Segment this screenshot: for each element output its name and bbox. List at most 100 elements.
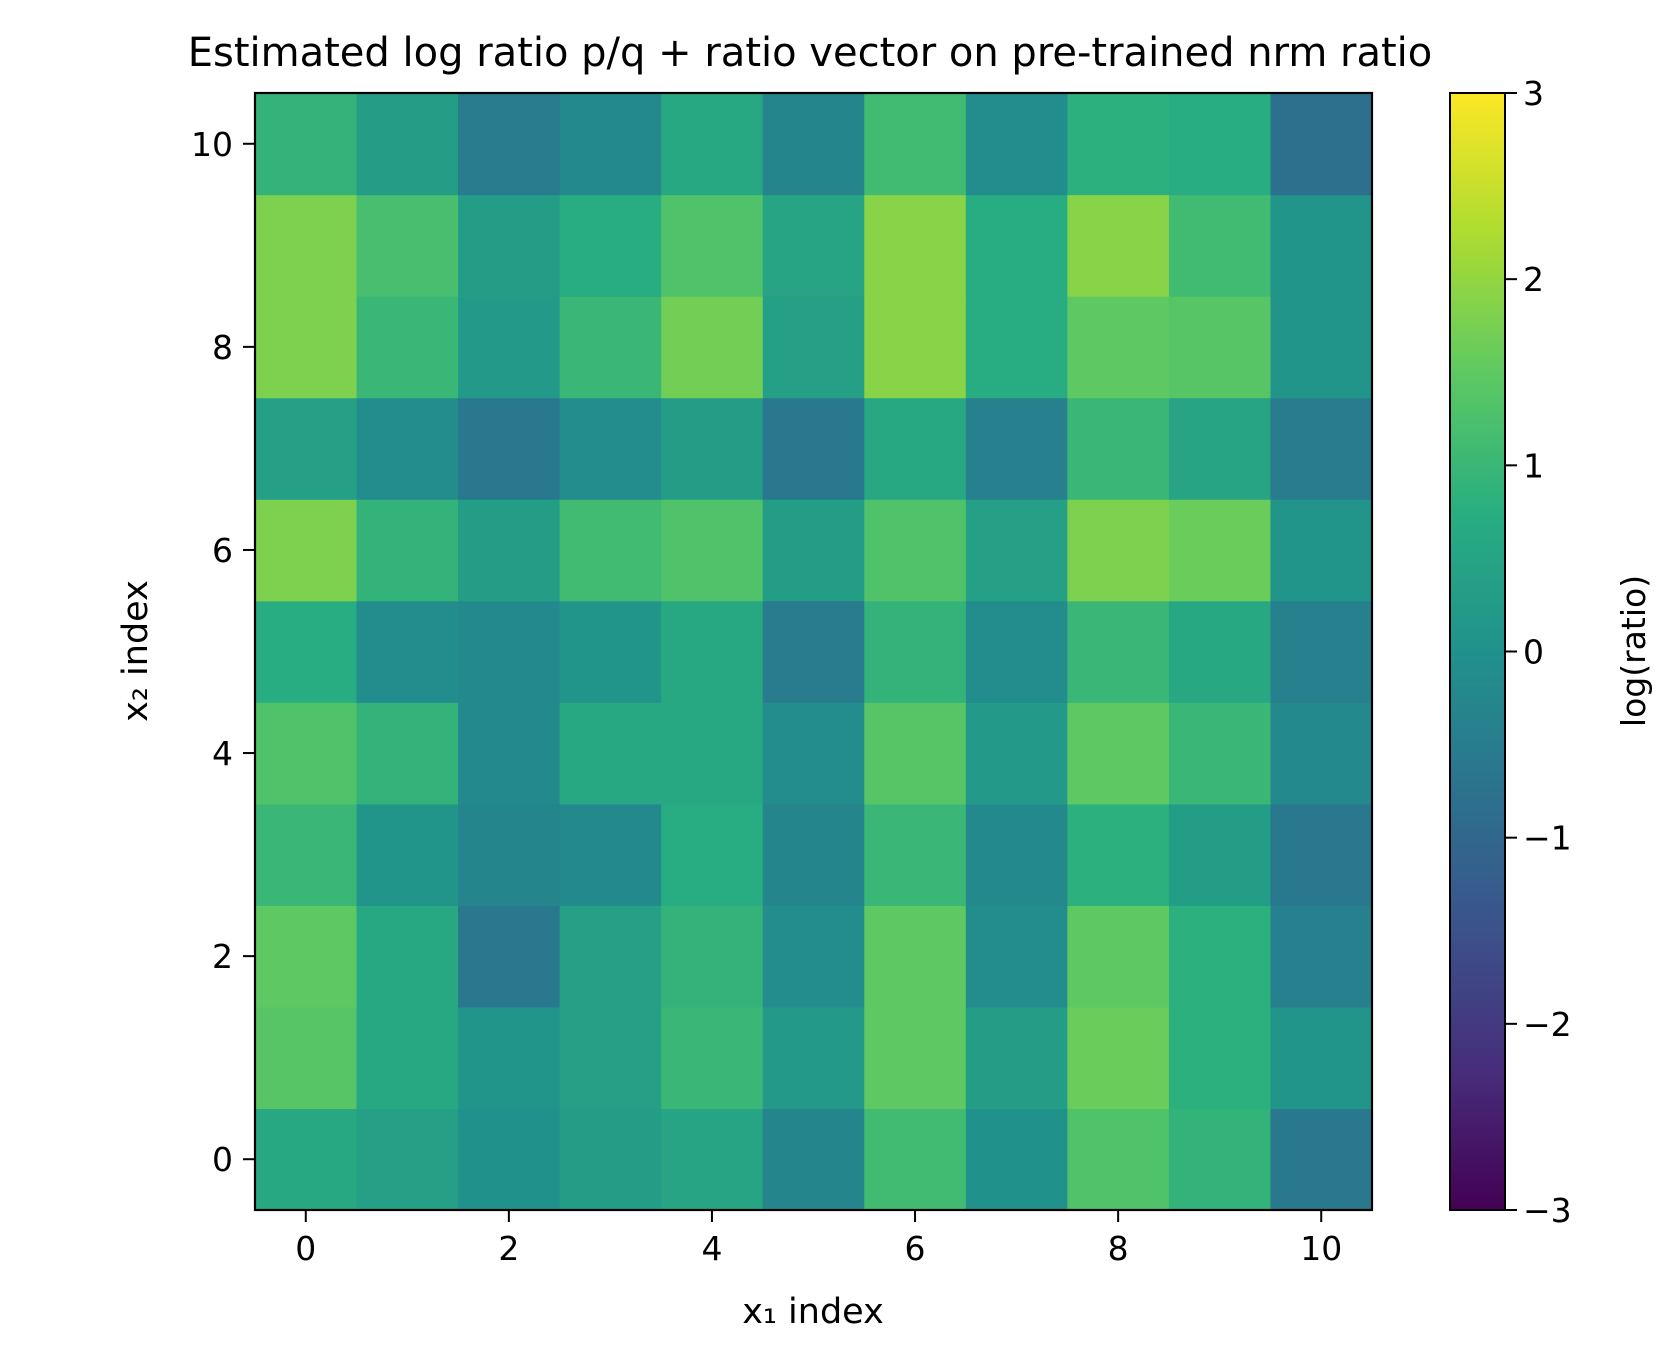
heatmap-cell (1168, 93, 1272, 196)
heatmap-cell (661, 499, 764, 602)
heatmap-cell (255, 93, 358, 196)
heatmap-cell (1067, 397, 1170, 500)
heatmap-cell (864, 1006, 967, 1110)
heatmap-cell (559, 702, 662, 805)
heatmap-cell (559, 194, 662, 297)
y-tick-label: 6 (212, 531, 233, 570)
heatmap-cell (965, 93, 1068, 196)
heatmap-cell (356, 600, 459, 703)
heatmap-cell (864, 93, 967, 196)
heatmap-cell (762, 296, 865, 399)
heatmap-cell (255, 296, 358, 399)
heatmap-cell (864, 803, 967, 906)
heatmap-cell (864, 702, 967, 805)
heatmap-cell (559, 1006, 662, 1110)
heatmap-cell (661, 1006, 764, 1110)
heatmap-cell (965, 499, 1068, 602)
heatmap-cell (1270, 600, 1373, 703)
heatmap-cell (356, 194, 459, 297)
heatmap-cell (1270, 803, 1373, 906)
heatmap-cell (864, 499, 967, 602)
heatmap-cell (1168, 296, 1272, 399)
heatmap-cell (661, 296, 764, 399)
heatmap-cell (762, 600, 865, 703)
heatmap-cell (559, 93, 662, 196)
heatmap-cell (1168, 499, 1272, 602)
heatmap-cell (864, 905, 967, 1008)
heatmap-cell (661, 397, 764, 500)
x-tick-label: 6 (905, 1229, 926, 1268)
heatmap-cell (356, 1108, 459, 1211)
heatmap-cell (762, 1006, 865, 1110)
heatmap-cell (255, 1006, 358, 1110)
heatmap-cell (762, 93, 865, 196)
heatmap-cell (458, 600, 561, 703)
colorbar-tick-label: 3 (1523, 74, 1544, 113)
heatmap-cell (1067, 296, 1170, 399)
heatmap-cell (965, 1006, 1068, 1110)
heatmap-cell (864, 194, 967, 297)
y-tick-label: 10 (191, 125, 233, 164)
heatmap-cell (864, 600, 967, 703)
heatmap-cell (356, 93, 459, 196)
y-axis-label: x₂ index (116, 580, 156, 722)
heatmap-cell (1168, 194, 1272, 297)
heatmap-cell (864, 397, 967, 500)
heatmap-cell (965, 702, 1068, 805)
heatmap-cell (965, 194, 1068, 297)
y-tick-label: 0 (212, 1140, 233, 1179)
colorbar (1449, 92, 1506, 1211)
heatmap-cell (255, 194, 358, 297)
heatmap-cell (356, 296, 459, 399)
heatmap-cell (762, 905, 865, 1008)
y-tick-label: 8 (212, 328, 233, 367)
x-tick-label: 10 (1300, 1229, 1342, 1268)
heatmap-cell (1168, 397, 1272, 500)
heatmap-cell (559, 905, 662, 1008)
heatmap-cell (661, 93, 764, 196)
colorbar-tick-label: 0 (1523, 633, 1544, 672)
y-tick-label: 4 (212, 734, 233, 773)
heatmap-cell (965, 803, 1068, 906)
heatmap-cell (661, 1108, 764, 1211)
heatmap-cell (1168, 1108, 1272, 1211)
heatmap-cell (255, 499, 358, 602)
heatmap-cell (762, 397, 865, 500)
heatmap-cell (458, 702, 561, 805)
heatmap-cell (661, 905, 764, 1008)
heatmap-cell (661, 702, 764, 805)
heatmap-cell (762, 702, 865, 805)
y-tick-label: 2 (212, 937, 233, 976)
heatmap-cell (1270, 194, 1373, 297)
y-axis-ticks: 0 2 4 6 8 10 (191, 125, 255, 1179)
heatmap-cell (458, 194, 561, 297)
heatmap-cell (762, 803, 865, 906)
colorbar-tick-label: −2 (1523, 1005, 1572, 1044)
heatmap-cell (255, 803, 358, 906)
heatmap-cell (356, 803, 459, 906)
x-tick-label: 4 (701, 1229, 722, 1268)
heatmap-cell (661, 803, 764, 906)
heatmap-cell (965, 397, 1068, 500)
heatmap-cell (661, 600, 764, 703)
heatmap-cell (458, 1006, 561, 1110)
heatmap-cell (356, 499, 459, 602)
colorbar-ticks: −3 −2 −1 0 1 2 3 (1505, 74, 1572, 1230)
chart-title: Estimated log ratio p/q + ratio vector o… (188, 30, 1433, 76)
heatmap-cell (1270, 93, 1373, 196)
heatmap-cells (255, 93, 1373, 1211)
x-axis-label: x₁ index (742, 1292, 884, 1332)
heatmap-cell (255, 1108, 358, 1211)
plot-frame (253, 91, 1374, 1212)
heatmap-cell (356, 397, 459, 500)
heatmap-cell (1270, 1108, 1373, 1211)
heatmap-cell (559, 803, 662, 906)
heatmap-cell (458, 803, 561, 906)
heatmap-cell (965, 1108, 1068, 1211)
heatmap-cell (356, 702, 459, 805)
heatmap-cell (1270, 905, 1373, 1008)
colorbar-tick-label: 1 (1523, 446, 1544, 485)
heatmap-cell (458, 296, 561, 399)
